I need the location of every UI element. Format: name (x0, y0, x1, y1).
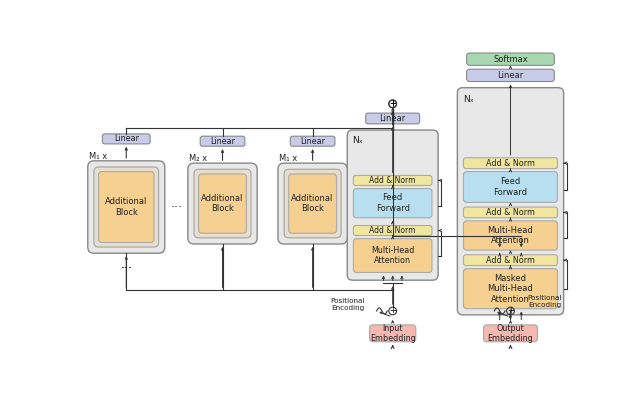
FancyBboxPatch shape (348, 130, 438, 280)
FancyBboxPatch shape (188, 163, 257, 244)
FancyBboxPatch shape (102, 134, 150, 144)
Text: ...: ... (120, 258, 132, 270)
Text: +: + (507, 306, 514, 316)
Text: Add & Norm: Add & Norm (369, 176, 416, 185)
Text: Positional
Encoding: Positional Encoding (527, 295, 562, 308)
Text: Nₓ: Nₓ (463, 95, 474, 104)
Text: Linear: Linear (300, 137, 325, 146)
FancyBboxPatch shape (284, 169, 341, 238)
FancyBboxPatch shape (365, 113, 420, 124)
FancyBboxPatch shape (353, 175, 432, 185)
Text: Feed
Forward: Feed Forward (376, 193, 410, 213)
Text: Feed
Forward: Feed Forward (493, 177, 527, 197)
FancyBboxPatch shape (353, 189, 432, 218)
FancyBboxPatch shape (463, 221, 557, 250)
Text: Add & Norm: Add & Norm (486, 256, 535, 265)
FancyBboxPatch shape (467, 69, 554, 81)
Text: M₁ x: M₁ x (280, 154, 298, 163)
FancyBboxPatch shape (463, 158, 557, 169)
FancyBboxPatch shape (463, 207, 557, 218)
Text: Positional
Encoding: Positional Encoding (331, 298, 365, 311)
Text: Input
Embedding: Input Embedding (370, 324, 415, 343)
Text: Linear: Linear (380, 114, 406, 123)
FancyBboxPatch shape (278, 163, 348, 244)
Text: Linear: Linear (497, 71, 524, 80)
Text: Output
Embedding: Output Embedding (488, 324, 533, 343)
Text: Multi-Head
Attention: Multi-Head Attention (488, 226, 533, 245)
Text: Additional
Block: Additional Block (202, 194, 244, 213)
FancyBboxPatch shape (458, 88, 564, 315)
Text: Add & Norm: Add & Norm (486, 208, 535, 217)
FancyBboxPatch shape (353, 239, 432, 272)
FancyBboxPatch shape (99, 172, 154, 243)
FancyBboxPatch shape (369, 325, 416, 342)
FancyBboxPatch shape (194, 169, 251, 238)
Text: Masked
Multi-Head
Attention: Masked Multi-Head Attention (488, 274, 533, 304)
FancyBboxPatch shape (463, 172, 557, 202)
FancyBboxPatch shape (291, 136, 335, 146)
Text: +: + (389, 306, 396, 316)
Text: Linear: Linear (210, 137, 235, 146)
Text: Add & Norm: Add & Norm (369, 226, 416, 235)
FancyBboxPatch shape (463, 269, 557, 309)
FancyBboxPatch shape (484, 325, 538, 342)
FancyBboxPatch shape (198, 174, 246, 233)
Text: ...: ... (170, 197, 182, 210)
Text: ...: ... (120, 258, 132, 270)
Text: Additional
Block: Additional Block (105, 197, 147, 217)
Text: Multi-Head
Attention: Multi-Head Attention (371, 246, 414, 265)
Text: Additional
Block: Additional Block (291, 194, 334, 213)
Text: Softmax: Softmax (493, 55, 528, 64)
Text: M₁ x: M₁ x (90, 152, 108, 161)
Text: Nₓ: Nₓ (352, 136, 363, 145)
Text: +: + (389, 99, 396, 108)
Text: M₂ x: M₂ x (189, 154, 207, 163)
Text: Add & Norm: Add & Norm (486, 159, 535, 168)
Text: +: + (389, 99, 396, 108)
FancyBboxPatch shape (353, 225, 432, 235)
FancyBboxPatch shape (467, 53, 554, 66)
FancyBboxPatch shape (289, 174, 337, 233)
FancyBboxPatch shape (463, 255, 557, 266)
FancyBboxPatch shape (94, 167, 159, 247)
Text: Linear: Linear (114, 135, 139, 143)
FancyBboxPatch shape (200, 136, 245, 146)
FancyBboxPatch shape (88, 161, 164, 253)
